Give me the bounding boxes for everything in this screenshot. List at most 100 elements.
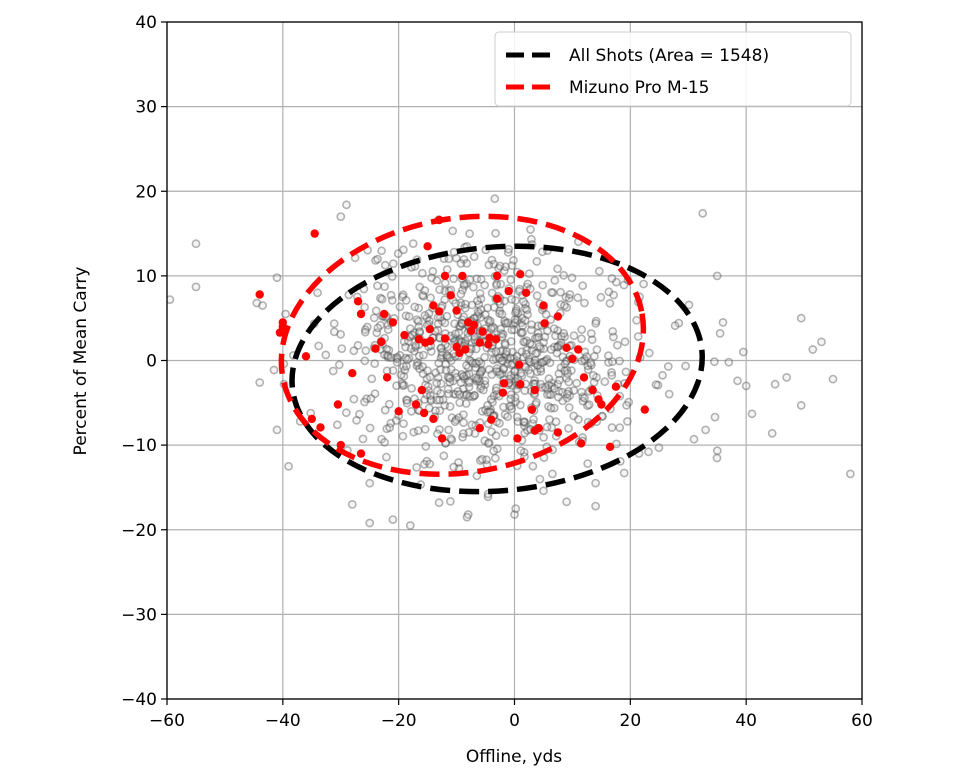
- all-shots-point: [496, 279, 506, 289]
- all-shots-point: [425, 372, 435, 382]
- all-shots-point: [418, 290, 427, 300]
- all-shots-point: [436, 344, 446, 353]
- all-shots-point: [460, 281, 469, 291]
- all-shots-point: [464, 382, 474, 392]
- all-shots-point: [512, 351, 522, 361]
- all-shots-point: [488, 355, 498, 365]
- all-shots-point: [573, 293, 583, 303]
- all-shots-point: [512, 304, 521, 314]
- all-shots-point: [443, 384, 453, 394]
- all-shots-point: [483, 400, 492, 410]
- all-shots-point: [334, 360, 344, 370]
- all-shots-point: [549, 324, 559, 333]
- mizuno-point: [348, 369, 357, 378]
- mizuno-point: [382, 373, 392, 382]
- all-shots-point: [507, 325, 517, 335]
- all-shots-point: [411, 341, 420, 350]
- all-shots-point: [513, 417, 523, 426]
- all-shots-point: [591, 478, 600, 488]
- all-shots-point: [553, 392, 563, 402]
- all-shots-point: [508, 347, 517, 357]
- all-shots-point: [360, 325, 370, 335]
- all-shots-point: [547, 423, 556, 432]
- all-shots-point: [509, 325, 519, 335]
- all-shots-point: [536, 366, 546, 376]
- all-shots-point: [369, 313, 379, 323]
- all-shots-point: [499, 266, 509, 276]
- all-shots-point: [520, 386, 530, 395]
- all-shots-point: [619, 280, 629, 290]
- mizuno-point: [484, 340, 493, 349]
- all-shots-point: [449, 274, 458, 284]
- all-shots-point: [516, 400, 525, 410]
- all-shots-point: [600, 377, 610, 387]
- all-shots-point: [488, 322, 498, 332]
- all-shots-point: [615, 423, 625, 432]
- all-shots-point: [551, 331, 560, 341]
- all-shots-point: [535, 474, 545, 484]
- all-shots-point: [472, 312, 482, 321]
- all-shots-point: [712, 446, 722, 456]
- all-shots-point: [465, 229, 474, 239]
- all-shots-point: [413, 316, 423, 326]
- all-shots-point: [492, 364, 502, 373]
- all-shots-point: [252, 298, 262, 308]
- all-shots-point: [517, 347, 527, 357]
- all-shots-point: [360, 302, 369, 312]
- all-shots-point: [510, 366, 520, 376]
- all-shots-point: [352, 415, 361, 425]
- all-shots-point: [412, 361, 422, 371]
- mizuno-point: [579, 373, 589, 382]
- all-shots-point: [531, 349, 540, 358]
- all-shots-point: [361, 346, 371, 356]
- all-shots-point: [605, 298, 615, 308]
- all-shots-point: [733, 376, 742, 386]
- all-shots-point: [596, 292, 606, 302]
- all-shots-point: [377, 434, 386, 444]
- all-shots-point: [505, 353, 515, 363]
- all-shots-point: [392, 354, 402, 364]
- all-shots-point: [387, 295, 397, 305]
- all-shots-point: [489, 323, 499, 333]
- all-shots-point: [517, 313, 527, 323]
- all-shots-point: [398, 431, 408, 441]
- all-shots-point: [520, 315, 530, 325]
- all-shots-point: [511, 308, 520, 318]
- all-shots-point: [365, 518, 375, 528]
- all-shots-point: [468, 358, 478, 368]
- all-shots-point: [167, 295, 175, 304]
- mizuno-point: [475, 338, 484, 347]
- all-shots-point: [458, 285, 467, 295]
- all-shots-point: [403, 336, 413, 346]
- all-shots-point: [519, 421, 529, 431]
- all-shots-point: [495, 370, 505, 379]
- all-shots-point: [398, 245, 408, 255]
- mizuno-point: [464, 318, 473, 327]
- mizuno-point: [455, 348, 464, 358]
- all-shots-point: [440, 318, 450, 328]
- all-shots-point: [562, 373, 571, 383]
- mizuno-point: [527, 405, 537, 414]
- all-shots-point: [489, 446, 498, 456]
- x-tick-label: 20: [620, 711, 642, 731]
- all-shots-point: [470, 429, 480, 438]
- all-shots-point: [584, 400, 594, 410]
- all-shots-point: [577, 387, 586, 397]
- all-shots-point: [449, 389, 459, 399]
- all-shots-point: [468, 392, 478, 402]
- all-shots-point: [485, 406, 495, 416]
- all-shots-point: [540, 332, 550, 342]
- all-shots-point: [543, 326, 552, 336]
- all-shots-point: [564, 377, 574, 387]
- all-shots-point: [553, 341, 563, 351]
- all-shots-point: [451, 389, 460, 399]
- all-shots-point: [428, 266, 438, 276]
- all-shots-point: [644, 348, 654, 358]
- all-shots-point: [401, 353, 411, 363]
- all-shots-point: [466, 356, 476, 366]
- all-shots-point: [808, 345, 818, 354]
- all-shots-point: [741, 381, 751, 391]
- all-shots-point: [422, 456, 432, 466]
- all-shots-point: [454, 458, 463, 467]
- all-shots-point: [507, 261, 517, 270]
